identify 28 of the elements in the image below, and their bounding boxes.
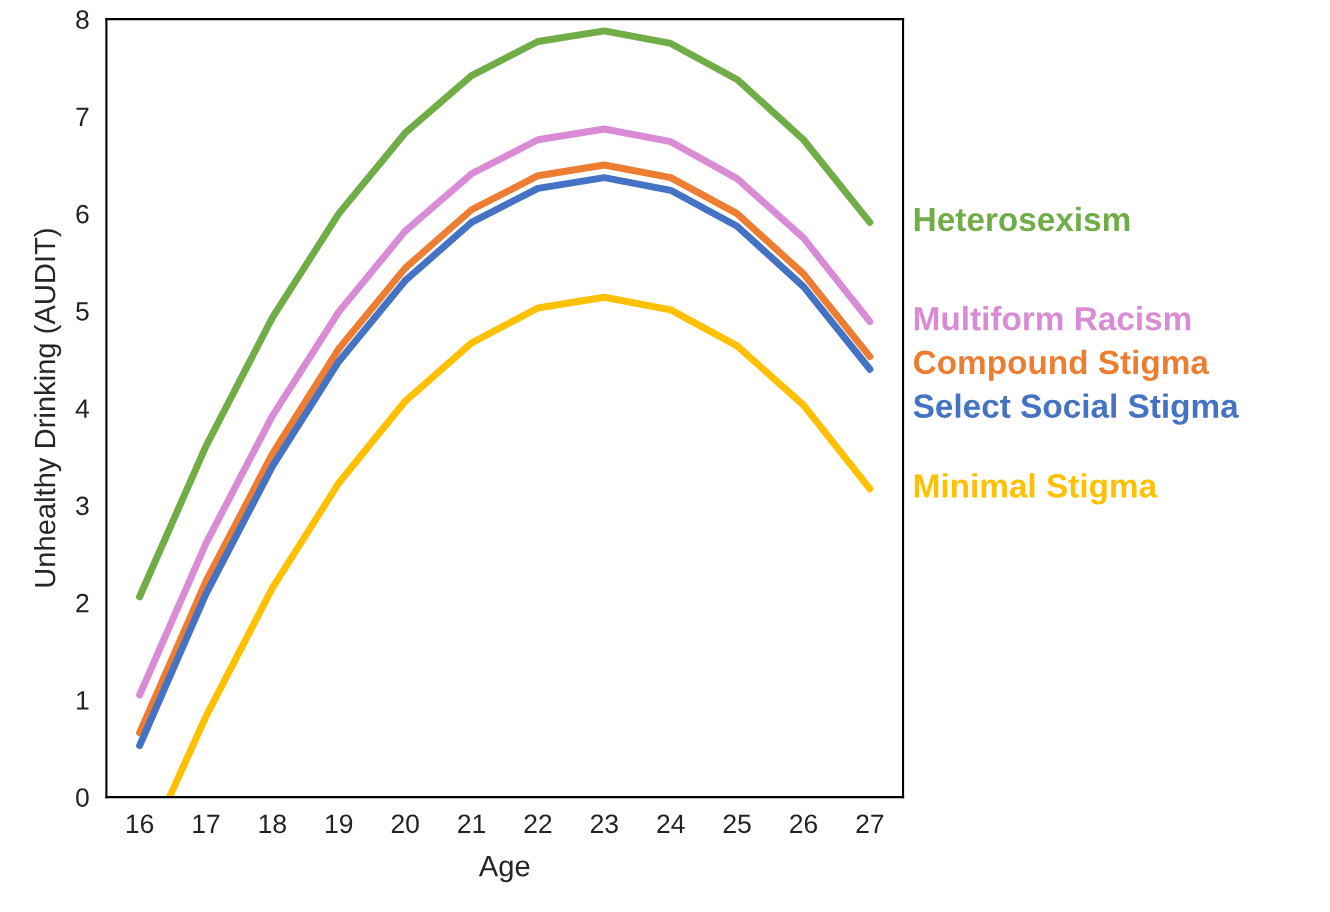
y-tick-label: 3 — [76, 496, 89, 516]
x-tick-label: 17 — [193, 814, 220, 833]
y-tick-label: 5 — [76, 302, 89, 321]
x-tick-label: 25 — [723, 814, 751, 834]
x-tick-label: 23 — [590, 814, 618, 834]
series-label: Compound Stigma — [914, 349, 1210, 381]
series-label: Select Social Stigma — [913, 393, 1239, 425]
x-tick-label: 26 — [790, 814, 817, 834]
x-tick-label: 20 — [391, 814, 419, 834]
x-tick-label: 21 — [458, 814, 485, 833]
y-axis-title: Unhealthy Drinking (AUDIT) — [33, 229, 62, 587]
x-tick-label: 18 — [259, 814, 286, 834]
y-tick-label: 8 — [76, 10, 89, 29]
series-label: Minimal Stigma — [914, 473, 1158, 505]
y-tick-label: 6 — [76, 204, 89, 224]
x-axis-title: Age — [478, 856, 530, 883]
y-tick-label: 1 — [77, 691, 89, 710]
y-tick-label: 4 — [75, 399, 89, 418]
x-tick-label: 16 — [126, 814, 154, 834]
y-tick-label: 0 — [76, 788, 89, 807]
y-tick-label: 7 — [76, 107, 89, 126]
y-tick-label: 2 — [76, 593, 89, 613]
x-tick-label: 27 — [856, 814, 884, 833]
x-tick-label: 22 — [524, 814, 552, 833]
series-label: Heterosexism — [914, 206, 1130, 232]
x-tick-label: 19 — [326, 814, 353, 834]
x-tick-label: 24 — [657, 814, 685, 833]
series-label: Multiform Racism — [914, 306, 1191, 331]
